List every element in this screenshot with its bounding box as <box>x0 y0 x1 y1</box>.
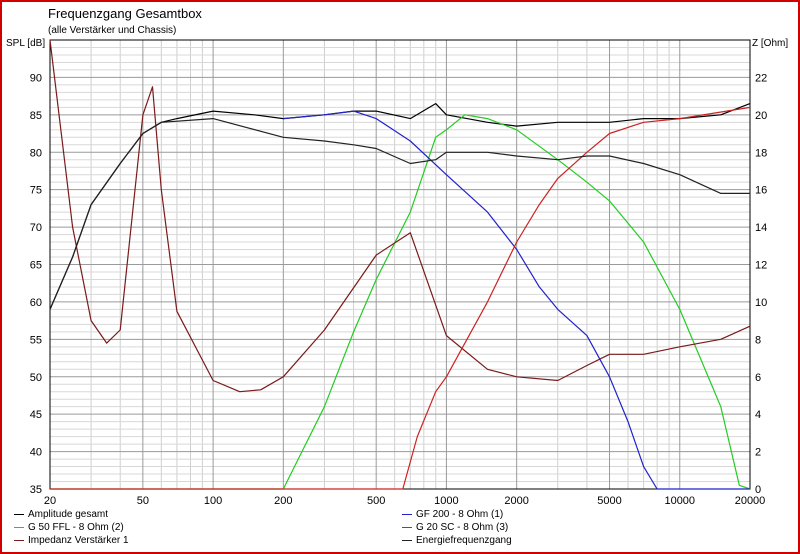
x-tick-label: 50 <box>137 495 149 507</box>
y-tick-left-label: 45 <box>30 409 42 421</box>
series-line-5 <box>49 117 750 310</box>
y-tick-left-label: 65 <box>30 260 42 272</box>
x-tick-label: 5000 <box>597 495 621 507</box>
legend-swatch-4 <box>402 527 412 528</box>
chart-title: Frequenzgang Gesamtbox <box>48 6 202 21</box>
legend-label-0: Amplitude gesamt <box>28 509 109 520</box>
series-layer <box>49 39 751 490</box>
y-tick-right-label: 22 <box>755 72 767 84</box>
x-tick-label: 10000 <box>664 495 695 507</box>
y-tick-left-label: 55 <box>30 334 42 346</box>
y-tick-left-label: 75 <box>30 185 42 197</box>
chart-subtitle: (alle Verstärker und Chassis) <box>48 25 177 36</box>
y-tick-right-label: 10 <box>755 297 767 309</box>
x-tick-label: 100 <box>204 495 222 507</box>
y-tick-left-label: 90 <box>30 72 42 84</box>
y-tick-right-label: 20 <box>755 110 767 122</box>
legend-item-1: G 50 FFL - 8 Ohm (2) <box>14 522 124 533</box>
x-tick-label: 1000 <box>434 495 458 507</box>
x-tick-label: 2000 <box>504 495 528 507</box>
x-tick-label: 500 <box>367 495 385 507</box>
legend-swatch-5 <box>402 540 412 541</box>
legend-label-1: G 50 FFL - 8 Ohm (2) <box>28 522 124 533</box>
legend-label-3: GF 200 - 8 Ohm (1) <box>416 509 504 520</box>
legend-label-4: G 20 SC - 8 Ohm (3) <box>416 522 509 533</box>
series-line-3 <box>283 110 750 490</box>
legend-item-4: G 20 SC - 8 Ohm (3) <box>402 522 508 533</box>
y-axis-left-ticks: 35 40 45 50 55 60 65 70 75 80 85 90 <box>30 72 42 496</box>
y-tick-right-label: 18 <box>755 147 767 159</box>
legend-swatch-2 <box>14 540 24 541</box>
y-tick-left-label: 60 <box>30 297 42 309</box>
legend-item-3: GF 200 - 8 Ohm (1) <box>402 509 503 520</box>
x-tick-label: 20 <box>44 495 56 507</box>
series-line-4 <box>50 106 751 490</box>
y-tick-left-label: 40 <box>30 447 42 459</box>
series-line-1 <box>50 114 751 490</box>
y-tick-right-label: 12 <box>755 260 767 272</box>
y-tick-right-label: 6 <box>755 372 761 384</box>
legend-item-2: Impedanz Verstärker 1 <box>14 535 129 546</box>
y-tick-right-label: 14 <box>755 222 767 234</box>
y-axis-right-title: Z [Ohm] <box>752 38 789 49</box>
legend-label-5: Energiefrequenzgang <box>416 535 512 546</box>
y-tick-left-label: 70 <box>30 222 42 234</box>
legend-swatch-1 <box>14 527 24 528</box>
y-tick-left-label: 35 <box>30 484 42 496</box>
y-tick-left-label: 80 <box>30 147 42 159</box>
y-tick-right-label: 4 <box>755 409 761 421</box>
y-tick-right-label: 16 <box>755 185 767 197</box>
legend-item-5: Energiefrequenzgang <box>402 535 512 546</box>
y-tick-right-label: 2 <box>755 447 761 459</box>
legend-label-2: Impedanz Verstärker 1 <box>28 535 129 546</box>
y-axis-right-ticks: 0 2 4 6 8 10 12 14 16 18 20 22 <box>755 72 767 496</box>
y-axis-left-title: SPL [dB] <box>6 38 46 49</box>
legend-swatch-3 <box>402 514 412 515</box>
x-tick-label: 200 <box>274 495 292 507</box>
x-tick-label: 20000 <box>735 495 766 507</box>
legend-item-0: Amplitude gesamt <box>14 509 108 520</box>
series-line-2 <box>49 39 751 393</box>
x-axis-ticks: 20 50 100 200 500 1000 2000 5000 10000 20000 <box>44 495 765 507</box>
y-tick-left-label: 85 <box>30 110 42 122</box>
legend-swatch-0 <box>14 514 24 515</box>
y-tick-left-label: 50 <box>30 372 42 384</box>
y-tick-right-label: 8 <box>755 334 761 346</box>
y-tick-right-label: 0 <box>755 484 761 496</box>
